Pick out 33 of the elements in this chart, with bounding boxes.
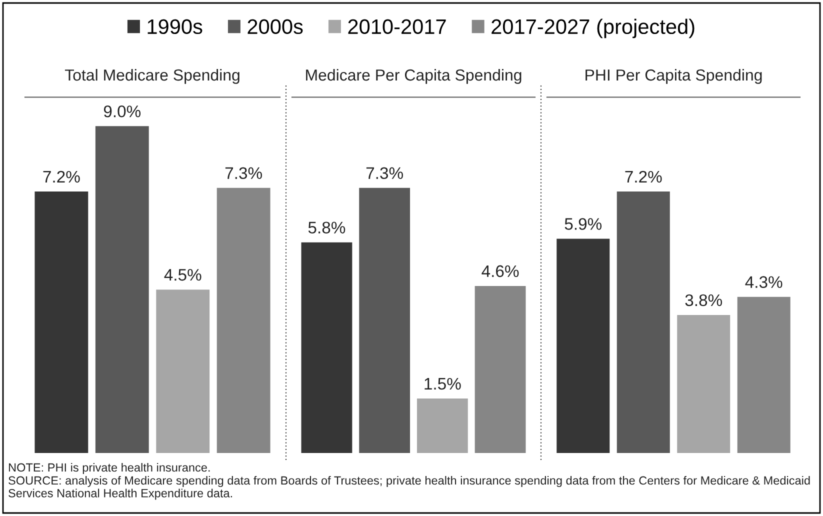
data-label: 5.8%	[308, 222, 346, 234]
data-label: 5.9%	[564, 218, 602, 230]
bar	[737, 296, 790, 453]
data-label: 4.3%	[745, 276, 782, 288]
data-label: 9.0%	[104, 105, 141, 118]
bar	[156, 290, 210, 453]
legend-label: 2010-2017	[348, 19, 446, 34]
data-label: 4.5%	[164, 268, 202, 281]
data-label: 4.6%	[482, 265, 519, 278]
bar	[301, 242, 352, 453]
bar	[34, 192, 88, 453]
bar	[616, 192, 670, 453]
data-label: 7.2%	[625, 170, 662, 183]
bar	[677, 314, 730, 453]
data-label: 7.3%	[366, 167, 403, 180]
chart-title: Total Medicare Spending	[64, 68, 240, 84]
data-label: 7.2%	[43, 170, 80, 183]
data-label: 3.8%	[685, 294, 722, 306]
data-label: 1.5%	[424, 378, 461, 390]
text: NOTE: PHI is private health insurance.	[8, 463, 210, 474]
bar	[556, 238, 610, 453]
bar	[216, 188, 270, 453]
bar	[416, 398, 468, 453]
bar	[359, 188, 410, 453]
source-note: SOURCE: analysis of Medicare spending data from Boards of Trustees; private health insurance spending data from the Centers for Medicare & Medicaid Services National Health Expenditure data.	[8, 476, 810, 500]
chart-title: Medicare Per Capita Spending	[306, 68, 522, 84]
chart-title: PHI Per Capita Spending	[586, 68, 762, 84]
legend-label: 2017-2027 (projected)	[492, 18, 694, 38]
legend-label: 2000s	[248, 19, 303, 34]
bar	[474, 286, 526, 453]
data-label: 7.3%	[225, 167, 262, 180]
bar	[95, 126, 149, 453]
legend-label: 1990s	[148, 19, 202, 34]
